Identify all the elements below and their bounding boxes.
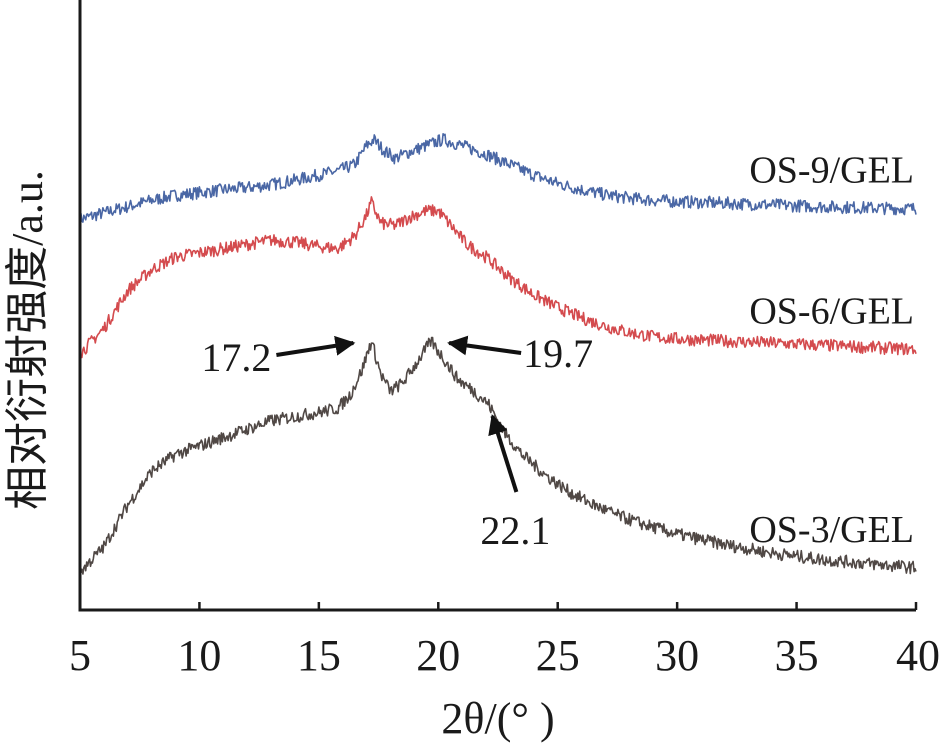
x-tick-label-25: 25 [536,631,580,680]
series-os-6-gel: OS-6/GEL [79,196,917,360]
series-layer: OS-9/GEL OS-6/GEL OS-3/GEL [79,133,917,575]
series-line-2 [79,196,917,360]
x-tick-label-20: 20 [416,631,460,680]
annotation-layer: 17.2 19.7 22.1 [201,331,593,553]
series-line-1 [79,133,917,226]
y-axis-title: 相对衍射强度/a.u. [3,170,52,510]
peak-annotation-3: 22.1 [480,414,550,553]
x-tick-label-30: 30 [655,631,699,680]
peak-annotation-1: 17.2 [201,335,356,380]
series-label-1: OS-9/GEL [749,150,914,192]
x-tick-label-10: 10 [177,631,221,680]
x-tick-label-5: 5 [69,631,91,680]
peak-arrow-1 [276,335,356,357]
x-tick-label-15: 15 [297,631,341,680]
peak-label-3: 22.1 [480,508,550,553]
peak-annotation-2: 19.7 [447,331,593,376]
series-label-3: OS-3/GEL [749,509,914,551]
series-label-2: OS-6/GEL [749,290,914,332]
peak-label-1: 17.2 [201,335,271,380]
peak-arrow-2 [447,335,522,356]
peak-arrow-3 [488,414,519,493]
x-axis-title: 2θ/(° ) [441,694,554,743]
peak-label-2: 19.7 [523,331,593,376]
x-tick-label-40: 40 [896,631,940,680]
x-ticks: 5 10 15 20 25 30 35 40 [69,602,940,680]
axes [78,0,916,612]
series-os-9-gel: OS-9/GEL [79,133,917,226]
x-tick-label-35: 35 [775,631,819,680]
